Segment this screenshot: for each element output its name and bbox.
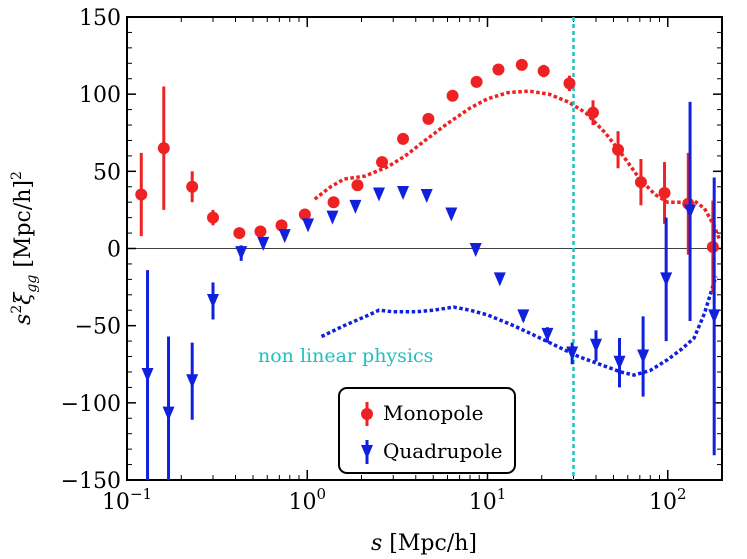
monopole-point <box>658 186 671 199</box>
quadrupole-point <box>397 185 410 200</box>
monopole-point <box>515 58 528 71</box>
legend-monopole-marker <box>361 408 373 420</box>
y-tick-label: 100 <box>79 83 121 108</box>
data-points <box>135 58 721 480</box>
monopole-point <box>492 63 505 76</box>
monopole-point <box>634 176 647 189</box>
monopole-point <box>422 112 435 125</box>
y-tick-label: 50 <box>93 160 121 185</box>
monopole-point <box>397 132 410 145</box>
y-axis-label: s2ξgg [Mpc/h]2 <box>9 171 40 325</box>
y-tick-label: 150 <box>79 6 121 31</box>
quadrupole-point <box>162 406 175 421</box>
monopole-point <box>587 106 600 119</box>
monopole-point <box>157 142 170 155</box>
axis-ticks: −150 −100 −50 0 50 100 150 10−1 100 101 102 <box>61 6 723 515</box>
monopole-point <box>351 179 364 192</box>
monopole-point <box>135 188 148 201</box>
quadrupole-point <box>206 293 219 308</box>
quadrupole-point <box>235 246 248 261</box>
quadrupole-point <box>566 346 579 361</box>
quadrupole-point <box>517 309 530 324</box>
monopole-point <box>275 219 288 232</box>
quadrupole-point <box>349 199 362 214</box>
quadrupole-point <box>469 243 482 258</box>
quadrupole-point <box>590 338 603 353</box>
y-tick-label: −100 <box>61 392 121 417</box>
model-curve-monopole <box>313 89 722 242</box>
model-curve-quadrupole <box>320 275 718 377</box>
monopole-point <box>612 143 625 156</box>
quadrupole-point <box>420 189 433 204</box>
legend: Monopole Quadrupole <box>338 387 516 474</box>
y-tick-label: 0 <box>107 238 121 263</box>
x-tick-label: 100 <box>288 485 326 515</box>
quadrupole-point <box>278 229 291 244</box>
quadrupole-point <box>141 368 154 383</box>
monopole-point <box>233 227 246 240</box>
x-tick-label: 102 <box>649 485 687 515</box>
model-curves <box>313 89 722 377</box>
quadrupole-point <box>302 218 315 233</box>
y-tick-label: −150 <box>61 469 121 494</box>
legend-quadrupole-marker <box>361 445 373 459</box>
monopole-point <box>446 89 459 102</box>
monopole-point <box>254 225 267 238</box>
monopole-point <box>186 180 199 193</box>
quadrupole-point <box>186 374 199 389</box>
quadrupole-point <box>637 349 650 364</box>
annotation-non-linear-physics: non linear physics <box>258 345 433 367</box>
monopole-point <box>537 65 550 78</box>
x-axis-label: s [Mpc/h] <box>371 531 477 556</box>
quadrupole-point <box>493 272 506 287</box>
quadrupole-point <box>684 204 697 219</box>
legend-label-quadrupole: Quadrupole <box>383 439 503 463</box>
legend-label-monopole: Monopole <box>383 401 484 425</box>
quadrupole-point <box>445 207 458 222</box>
monopole-point <box>327 196 340 209</box>
quadrupole-point <box>541 327 554 342</box>
quadrupole-point <box>708 309 721 324</box>
monopole-point <box>563 77 576 90</box>
quadrupole-point <box>326 210 339 225</box>
quadrupole-point <box>660 272 673 287</box>
quadrupole-point <box>613 355 626 370</box>
x-tick-label: 10−1 <box>102 485 152 515</box>
monopole-point <box>298 208 311 221</box>
x-tick-label: 101 <box>469 485 507 515</box>
legend-box <box>338 387 516 474</box>
quadrupole-point <box>257 236 270 251</box>
monopole-point <box>376 156 389 169</box>
y-tick-label: −50 <box>75 315 121 340</box>
monopole-point <box>470 75 483 88</box>
monopole-point <box>206 211 219 224</box>
quadrupole-point <box>372 187 385 202</box>
